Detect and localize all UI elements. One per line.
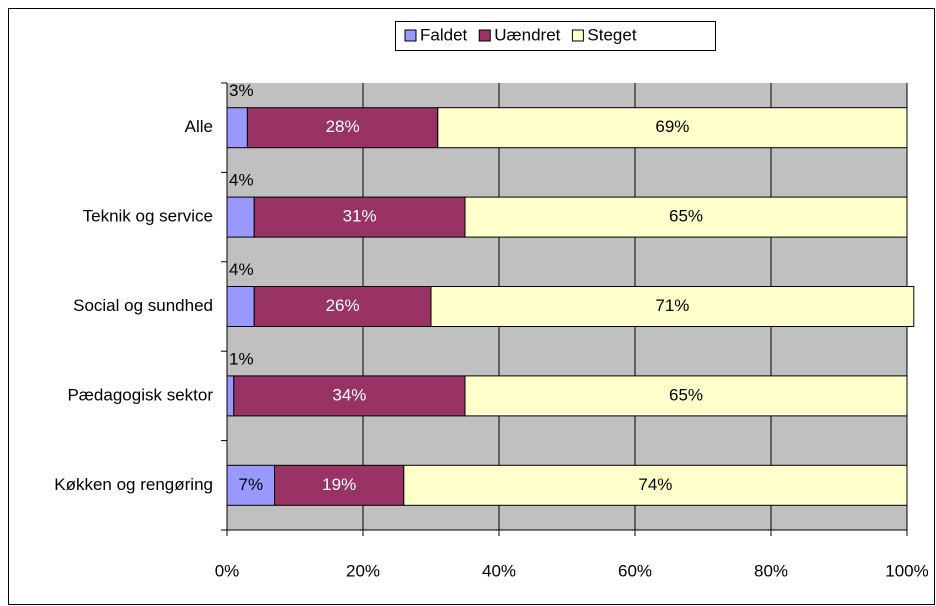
x-tick-label: 80% <box>754 561 788 580</box>
legend-label: Steget <box>587 25 636 44</box>
legend-box <box>395 21 716 51</box>
bar-segment <box>437 107 908 149</box>
bar-segment <box>253 196 466 238</box>
bar-segment <box>226 286 255 327</box>
data-label: 31% <box>343 207 377 226</box>
x-tick-label: 20% <box>346 561 380 580</box>
y-tick-label: Social og sundhed <box>73 296 213 315</box>
y-tick-label: Køkken og rengøring <box>54 475 213 494</box>
data-label: 3% <box>229 81 254 100</box>
bar-segment <box>464 375 908 417</box>
bar-segment <box>403 464 908 506</box>
legend-swatch <box>404 29 417 42</box>
bar-segment <box>233 375 466 417</box>
data-label: 34% <box>332 385 366 404</box>
bar-segment <box>274 464 405 506</box>
legend-label: Uændret <box>494 25 560 44</box>
data-label: 71% <box>655 296 689 315</box>
legend-swatch <box>571 29 584 42</box>
y-tick-label: Teknik og service <box>83 207 213 226</box>
x-tick-label: 60% <box>618 561 652 580</box>
bar-segment <box>226 107 248 149</box>
data-label: 28% <box>326 117 360 136</box>
bar-segment <box>226 375 235 417</box>
x-tick-label: 40% <box>482 561 516 580</box>
x-tick-label: 0% <box>215 561 240 580</box>
legend-label: Faldet <box>420 25 468 44</box>
bar-segment <box>226 464 276 506</box>
data-label: 65% <box>669 207 703 226</box>
data-label: 4% <box>229 171 254 190</box>
x-tick-label: 100% <box>885 561 928 580</box>
data-label: 65% <box>669 385 703 404</box>
data-label: 1% <box>229 349 254 368</box>
bar-segment <box>430 286 915 327</box>
data-label: 74% <box>638 475 672 494</box>
y-tick-label: Pædagogisk sektor <box>67 385 213 404</box>
bar-segment <box>253 286 432 327</box>
data-label: 26% <box>326 296 360 315</box>
bar-segment <box>464 196 908 238</box>
data-label: 69% <box>655 117 689 136</box>
data-label: 19% <box>322 475 356 494</box>
data-label: 7% <box>239 475 264 494</box>
legend-swatch <box>478 29 491 42</box>
bar-segment <box>226 196 255 238</box>
bar-segment <box>246 107 439 149</box>
data-label: 4% <box>229 260 254 279</box>
y-tick-label: Alle <box>185 117 213 136</box>
